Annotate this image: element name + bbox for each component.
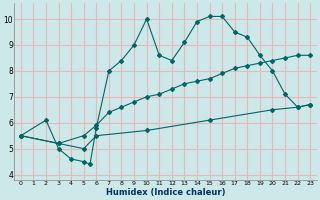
X-axis label: Humidex (Indice chaleur): Humidex (Indice chaleur) (106, 188, 225, 197)
